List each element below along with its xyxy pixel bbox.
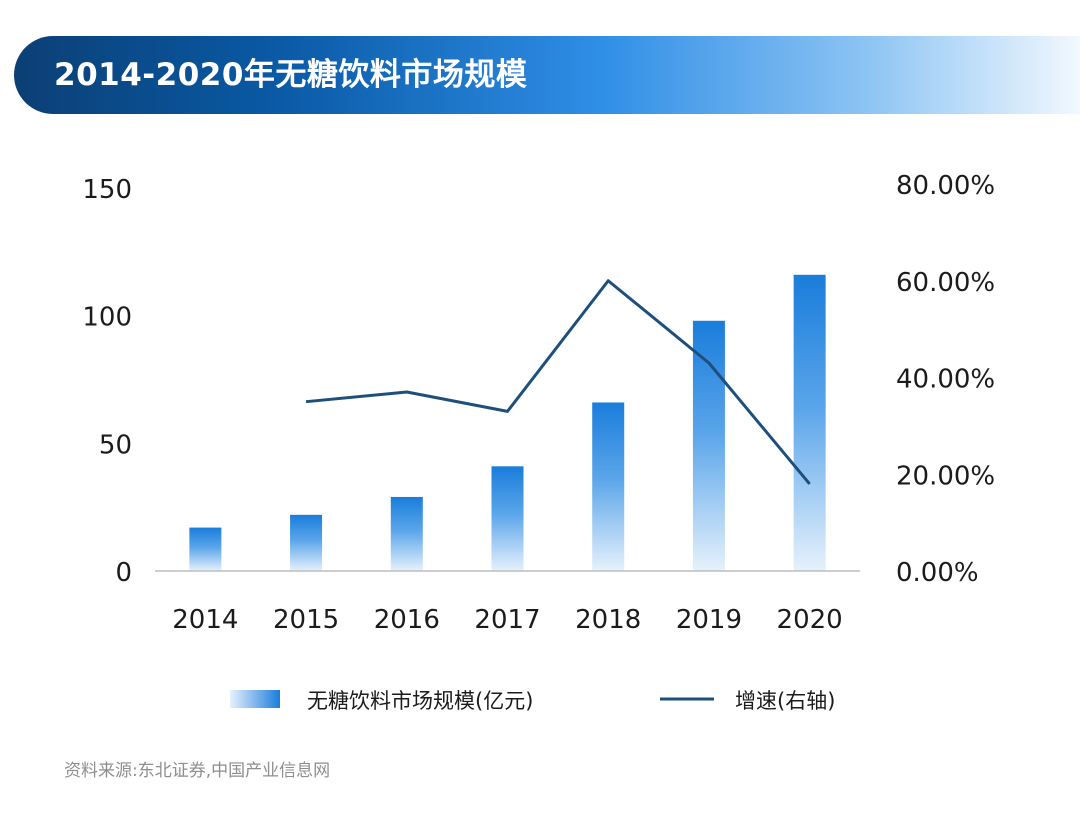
bar [491,466,524,571]
bar [189,527,222,571]
bar [390,496,423,571]
x-tick-label: 2014 [172,605,238,635]
bar [592,402,625,571]
bar [692,320,725,571]
y-right-tick-label: 0.00% [896,558,979,588]
chart-title: 2014-2020年无糖饮料市场规模 [54,57,528,93]
y-left-tick-label: 100 [82,303,132,333]
x-tick-label: 2018 [575,605,641,635]
legend: 无糖饮料市场规模(亿元) 增速(右轴) [230,689,835,713]
legend-label-line: 增速(右轴) [735,689,835,713]
x-tick-label: 2020 [777,605,843,635]
y-left-tick-label: 150 [82,175,132,205]
x-tick-label: 2019 [676,605,742,635]
bar [793,274,826,571]
legend-label-bar: 无糖饮料市场规模(亿元) [307,689,533,713]
growth-line [305,279,811,485]
y-right-tick-label: 20.00% [896,461,995,491]
source-note: 资料来源:东北证券,中国产业信息网 [64,761,331,781]
x-tick-label: 2016 [374,605,440,635]
y-right-tick-label: 40.00% [896,365,995,395]
title-banner: 2014-2020年无糖饮料市场规模 [14,36,1080,114]
y-left-tick-label: 50 [99,430,132,460]
bar [290,514,323,571]
x-tick-label: 2015 [273,605,339,635]
y-right-tick-label: 80.00% [896,171,995,201]
y-left-tick-label: 0 [115,558,132,588]
plot-group: 0 50 100 150 0.00% 20.00% 40.00% 60.00% 80.00% 20… [82,171,995,635]
x-tick-label: 2017 [474,605,540,635]
legend-swatch-bar [230,690,280,708]
y-right-tick-label: 60.00% [896,268,995,298]
